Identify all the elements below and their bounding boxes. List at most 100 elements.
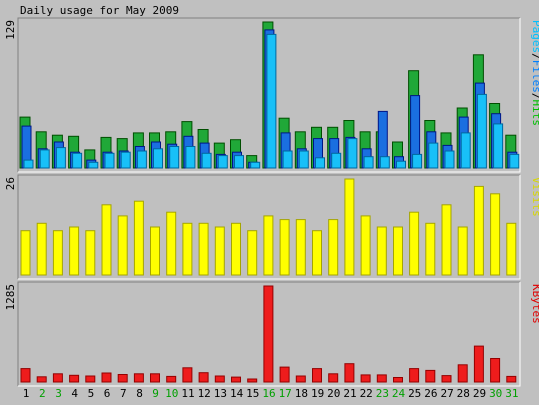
bar-visits-day-15 [247, 230, 258, 276]
bar-kbytes-day-28 [457, 364, 468, 383]
day-label-18: 18 [295, 387, 308, 400]
bar-kbytes-day-15 [247, 378, 258, 383]
bar-pages-day-30 [493, 123, 504, 169]
bar-visits-day-24 [393, 226, 403, 276]
panel-visits-legend-item-0: Visits [530, 177, 539, 217]
day-label-7: 7 [120, 387, 127, 400]
bar-visits-day-13 [214, 226, 225, 276]
panel-visits: 26 Visits [4, 174, 539, 280]
bar-visits-day-8 [133, 200, 144, 276]
day-label-1: 1 [23, 387, 30, 400]
bar-kbytes-day-4 [69, 374, 80, 383]
bar-visits-day-26 [425, 222, 436, 276]
bar-pages-day-18 [298, 150, 309, 169]
panel-hits-legend-item-4: Hits [530, 100, 539, 127]
bar-visits-day-10 [166, 211, 177, 276]
day-label-4: 4 [71, 387, 78, 400]
bar-visits-day-7 [117, 215, 128, 276]
day-label-27: 27 [440, 387, 453, 400]
bar-pages-day-24 [396, 160, 406, 169]
bar-pages-day-4 [72, 152, 83, 169]
bar-visits-day-5 [85, 230, 96, 276]
day-label-11: 11 [181, 387, 194, 400]
bar-kbytes-day-25 [409, 368, 420, 383]
day-label-17: 17 [279, 387, 292, 400]
bar-visits-day-9 [150, 226, 160, 276]
panel-kbytes-max-label: 1285 [4, 284, 17, 311]
bar-kbytes-day-14 [231, 376, 241, 383]
bar-pages-day-19 [315, 157, 325, 169]
panel-visits-frame-shade-bottom [18, 175, 521, 280]
bar-visits-day-2 [36, 222, 47, 276]
day-label-14: 14 [230, 387, 244, 400]
bar-kbytes-day-27 [441, 375, 452, 383]
bar-pages-day-14 [234, 155, 244, 169]
panel-hits-legend-item-2: Files [530, 60, 539, 93]
bar-kbytes-day-30 [490, 358, 501, 383]
day-label-12: 12 [198, 387, 211, 400]
bar-pages-day-17 [282, 150, 293, 169]
bar-pages-day-5 [88, 161, 99, 169]
bar-pages-day-8 [136, 150, 147, 169]
bar-pages-day-25 [412, 153, 423, 169]
panel-hits-legend-item-3: / [530, 93, 539, 100]
panel-hits-frame-shade-bottom [18, 18, 521, 173]
day-label-23: 23 [376, 387, 389, 400]
day-label-29: 29 [473, 387, 486, 400]
day-label-31: 31 [505, 387, 518, 400]
bar-kbytes-day-12 [198, 372, 209, 383]
bar-visits-day-25 [409, 211, 420, 276]
bar-visits-day-16 [263, 215, 274, 276]
bar-kbytes-day-19 [312, 368, 322, 383]
bar-kbytes-day-17 [279, 366, 290, 383]
day-label-20: 20 [327, 387, 340, 400]
panel-hits-legend: Pages/Files/Hits [530, 20, 539, 126]
panel-visits-frame-shade-top [17, 174, 520, 279]
bar-visits-day-22 [360, 215, 371, 276]
bar-visits-day-19 [312, 230, 322, 276]
day-label-19: 19 [311, 387, 324, 400]
day-label-6: 6 [104, 387, 111, 400]
bar-pages-day-20 [331, 152, 342, 169]
bar-pages-day-16 [266, 33, 277, 169]
panel-visits-max-label: 26 [4, 177, 17, 190]
bar-kbytes-day-26 [425, 369, 436, 383]
bar-visits-day-20 [328, 219, 339, 276]
bar-pages-day-6 [104, 152, 115, 169]
bar-visits-day-29 [473, 185, 484, 276]
day-label-3: 3 [55, 387, 62, 400]
day-label-30: 30 [489, 387, 502, 400]
day-label-26: 26 [424, 387, 437, 400]
bar-kbytes-day-23 [376, 374, 387, 383]
bar-kbytes-day-8 [133, 373, 144, 383]
bar-pages-day-31 [509, 153, 520, 169]
bar-visits-day-4 [69, 226, 80, 276]
day-label-15: 15 [246, 387, 259, 400]
bar-kbytes-day-22 [360, 374, 371, 383]
bar-kbytes-day-18 [295, 375, 306, 383]
bar-visits-day-3 [52, 230, 63, 276]
bar-pages-day-7 [120, 151, 131, 169]
panel-kbytes-legend: KBytes [530, 284, 539, 324]
day-label-21: 21 [343, 387, 356, 400]
bar-kbytes-day-6 [101, 372, 112, 383]
panel-hits-frame-shade-top [17, 17, 520, 172]
bar-pages-day-10 [169, 146, 180, 169]
panel-hits-legend-item-0: Pages [530, 20, 539, 53]
bar-kbytes-day-1 [20, 368, 31, 383]
bar-pages-day-15 [250, 161, 261, 169]
bar-visits-day-1 [20, 230, 31, 276]
bar-visits-day-30 [490, 193, 501, 276]
bar-pages-day-9 [153, 148, 163, 169]
bar-visits-day-6 [101, 204, 112, 276]
bar-kbytes-day-7 [117, 374, 128, 383]
day-label-5: 5 [88, 387, 95, 400]
bar-kbytes-day-13 [214, 375, 225, 383]
bar-kbytes-day-29 [473, 345, 484, 383]
bar-visits-day-14 [231, 222, 241, 276]
day-label-28: 28 [457, 387, 470, 400]
day-label-10: 10 [165, 387, 178, 400]
bar-visits-day-23 [376, 226, 387, 276]
bar-visits-day-21 [344, 178, 355, 276]
